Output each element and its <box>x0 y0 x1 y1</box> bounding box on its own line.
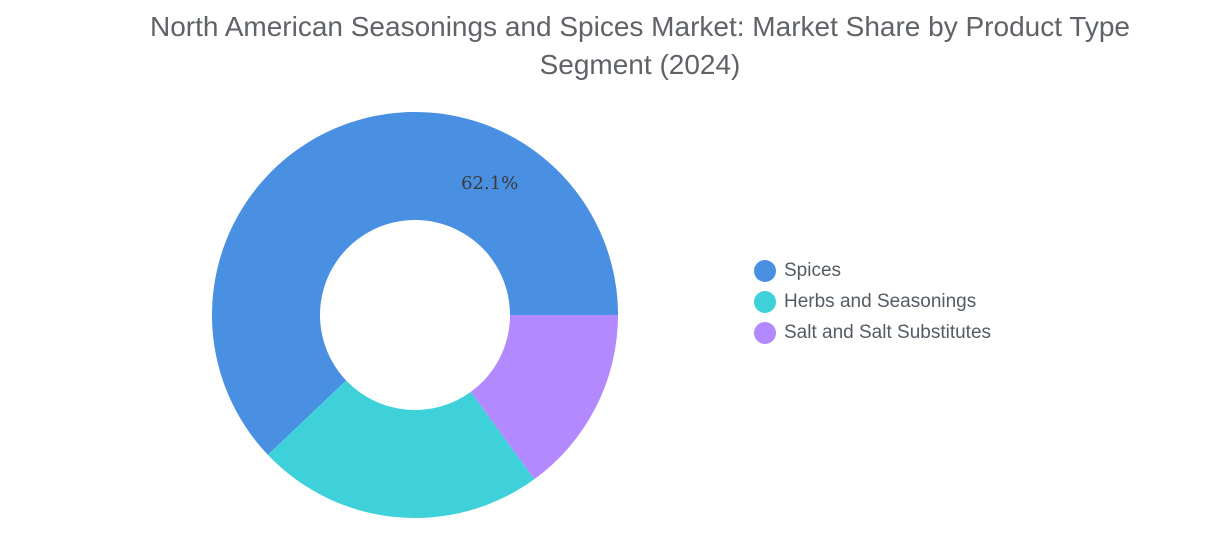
donut-slice-herbs-and-seasonings <box>267 380 535 518</box>
legend-swatch <box>754 290 776 313</box>
legend-swatch <box>754 259 776 282</box>
legend-item[interactable]: Salt and Salt Substitutes <box>754 317 991 348</box>
legend-item[interactable]: Spices <box>754 255 991 286</box>
chart-legend: Spices Herbs and Seasonings Salt and Salt … <box>754 255 991 348</box>
legend-swatch <box>754 321 776 344</box>
chart-title: North American Seasonings and Spices Mar… <box>150 11 1130 80</box>
data-label-spices: 62.1% <box>461 173 518 194</box>
legend-label: Spices <box>784 259 842 281</box>
legend-label: Herbs and Seasonings <box>784 290 977 312</box>
donut-slice-salt-and-salt-substitutes <box>470 315 618 480</box>
legend-label: Salt and Salt Substitutes <box>784 321 992 343</box>
legend-item[interactable]: Herbs and Seasonings <box>754 286 991 317</box>
donut-slice-spices <box>211 111 618 455</box>
